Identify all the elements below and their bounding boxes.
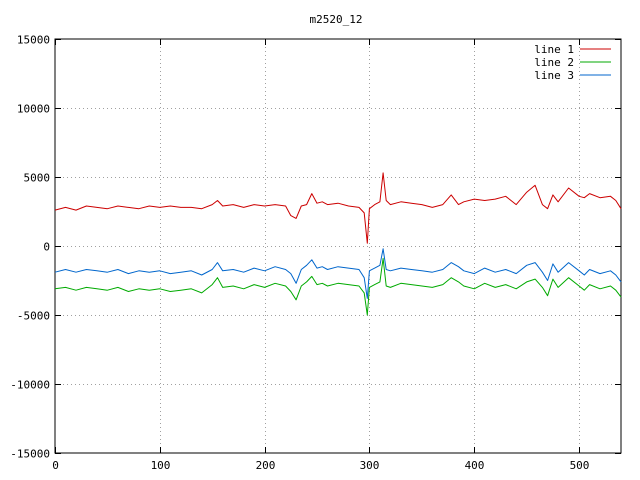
y-tick-label: -15000 bbox=[10, 448, 50, 461]
x-tick-label: 500 bbox=[570, 459, 590, 472]
y-tick-label: 10000 bbox=[17, 103, 50, 116]
y-tick-label: -10000 bbox=[10, 379, 50, 392]
x-tick-label: 0 bbox=[52, 459, 59, 472]
x-tick-label: 300 bbox=[360, 459, 380, 472]
chart-title: m2520_12 bbox=[310, 13, 363, 26]
series-line-2 bbox=[54, 257, 622, 316]
y-tick-label: -5000 bbox=[17, 310, 50, 323]
series-lines bbox=[54, 172, 622, 316]
series-line-3 bbox=[54, 248, 622, 299]
x-tick-label: 400 bbox=[465, 459, 485, 472]
legend-label: line 1 bbox=[534, 43, 574, 56]
y-tick-label: 15000 bbox=[17, 34, 50, 47]
axis-ticks: 0 100 200 300 400 500 -15000 -10000 -5000 0 5000 10… bbox=[10, 34, 621, 472]
y-tick-label: 0 bbox=[43, 241, 50, 254]
series-line-1 bbox=[54, 172, 622, 244]
x-tick-label: 200 bbox=[256, 459, 276, 472]
legend-label: line 3 bbox=[534, 69, 574, 82]
grid bbox=[55, 39, 621, 453]
y-tick-label: 5000 bbox=[24, 172, 51, 185]
x-tick-label: 100 bbox=[151, 459, 171, 472]
legend-label: line 2 bbox=[534, 56, 574, 69]
